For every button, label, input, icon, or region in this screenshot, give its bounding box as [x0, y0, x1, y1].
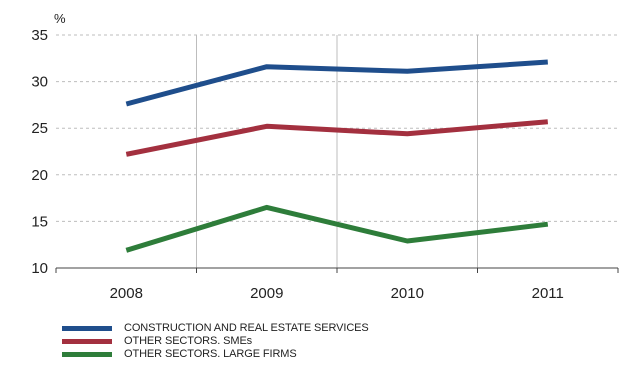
x-tick-label: 2009: [250, 285, 283, 302]
line-chart: % 10 15 20 25 30 35 2008 2009 2010 2011: [31, 11, 619, 302]
x-tick-label: 2010: [391, 285, 424, 302]
legend-item-smes: OTHER SECTORS. SMEs: [62, 335, 369, 348]
x-tick-label: 2008: [110, 285, 143, 302]
x-axis: 2008 2009 2010 2011: [55, 267, 619, 302]
series-lines: [125, 59, 549, 253]
legend: CONSTRUCTION AND REAL ESTATE SERVICES OT…: [62, 322, 369, 361]
legend-label-smes: OTHER SECTORS. SMEs: [124, 335, 253, 347]
y-tick-label: 35: [31, 27, 48, 44]
y-axis: 10 15 20 25 30 35: [31, 27, 48, 277]
legend-swatch-construction: [62, 326, 112, 331]
series-line-2: [125, 204, 549, 253]
x-tick-label: 2011: [532, 285, 564, 302]
legend-item-construction: CONSTRUCTION AND REAL ESTATE SERVICES: [62, 322, 369, 335]
legend-swatch-large-firms: [62, 352, 112, 357]
y-tick-label: 10: [31, 260, 48, 277]
y-unit-label: %: [54, 11, 66, 26]
legend-swatch-smes: [62, 339, 112, 344]
y-tick-label: 15: [31, 213, 48, 230]
y-tick-label: 20: [31, 167, 48, 184]
legend-label-large-firms: OTHER SECTORS. LARGE FIRMS: [124, 348, 297, 360]
series-line-0: [125, 59, 548, 107]
y-tick-label: 25: [31, 120, 48, 137]
legend-item-large-firms: OTHER SECTORS. LARGE FIRMS: [62, 348, 369, 361]
legend-label-construction: CONSTRUCTION AND REAL ESTATE SERVICES: [124, 322, 369, 334]
grid: [56, 34, 618, 268]
y-tick-label: 30: [31, 74, 48, 91]
series-line-1: [125, 119, 549, 157]
